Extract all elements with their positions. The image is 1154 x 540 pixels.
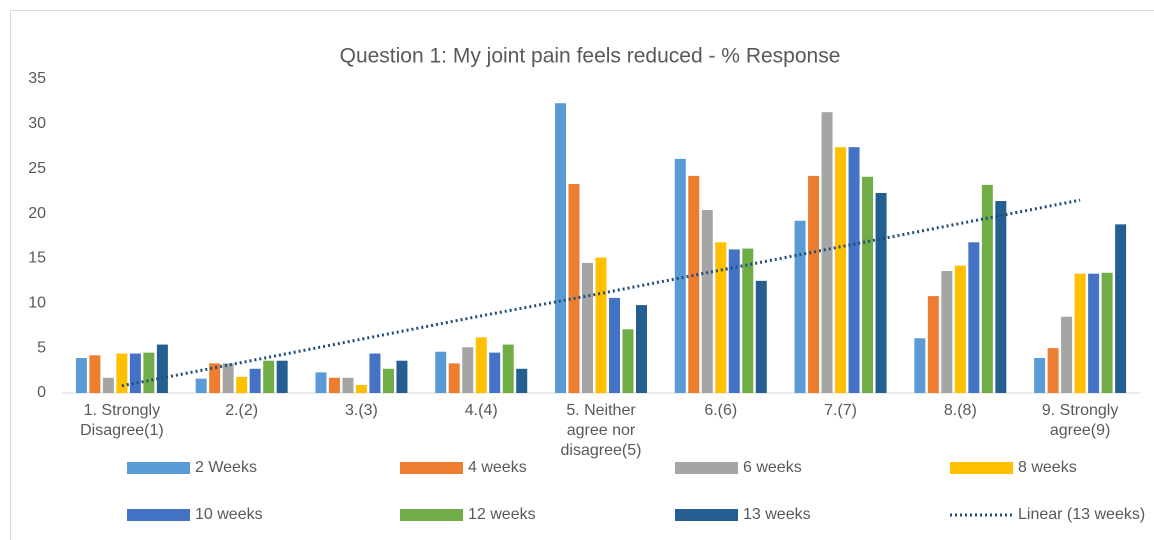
legend-swatch — [127, 509, 190, 521]
legend-label: 2 Weeks — [195, 459, 257, 476]
bar — [728, 249, 740, 393]
x-tick-label: 3.(3) — [344, 402, 378, 419]
legend-swatch — [400, 509, 463, 521]
chart-border — [10, 10, 1154, 540]
bar — [609, 297, 620, 393]
bar — [129, 353, 141, 393]
bar — [462, 347, 474, 393]
bar — [276, 360, 288, 393]
bar — [927, 296, 939, 393]
bar — [89, 355, 101, 393]
bar — [835, 147, 847, 393]
bar — [249, 368, 261, 393]
bar — [195, 378, 207, 393]
bar — [315, 372, 327, 393]
bar — [75, 358, 87, 393]
bar — [701, 209, 713, 393]
x-tick-label: 8.(8) — [943, 402, 977, 419]
y-tick-label: 35 — [28, 70, 46, 87]
y-tick-label: 25 — [28, 160, 46, 177]
bar — [636, 305, 647, 393]
bar — [328, 377, 340, 393]
x-tick-label: 7.(7) — [824, 402, 857, 419]
bar — [862, 176, 874, 393]
bar — [555, 103, 566, 394]
bar — [342, 377, 354, 393]
legend-label: 10 weeks — [195, 506, 263, 523]
bar — [914, 338, 926, 393]
bar — [755, 280, 767, 393]
bar — [1115, 224, 1127, 393]
bar — [156, 344, 168, 393]
legend-label: 6 weeks — [743, 459, 802, 476]
legend-swatch — [675, 462, 738, 474]
bar — [502, 344, 514, 393]
legend-label: 13 weeks — [743, 506, 811, 523]
bar — [674, 158, 686, 393]
bar — [209, 363, 221, 393]
bar — [742, 248, 754, 393]
bar — [875, 192, 887, 393]
y-tick-label: 20 — [28, 205, 46, 222]
bar — [516, 368, 528, 393]
chart-title: Question 1: My joint pain feels reduced … — [340, 45, 841, 68]
bar — [715, 242, 727, 393]
bar — [954, 265, 966, 393]
bar — [568, 183, 580, 393]
bar — [1088, 273, 1100, 393]
x-tick-label: 4.(4) — [464, 402, 498, 419]
bar — [968, 242, 980, 393]
bar — [222, 363, 234, 393]
y-tick-label: 15 — [28, 250, 46, 267]
bar — [263, 360, 275, 393]
bar — [848, 147, 860, 393]
bar — [143, 352, 155, 393]
bar — [1101, 272, 1113, 393]
legend-label: 8 weeks — [1018, 459, 1077, 476]
bar — [688, 175, 700, 393]
legend-label: Linear (13 weeks) — [1018, 506, 1145, 523]
bar — [396, 360, 408, 393]
bar — [821, 112, 833, 394]
bar — [808, 175, 820, 393]
bar — [981, 184, 993, 393]
x-tick-label: 5. Neither agree nor disagree(5) — [560, 402, 642, 459]
legend-swatch — [127, 462, 190, 474]
legend-swatch — [675, 509, 738, 521]
bar — [435, 351, 447, 393]
bar — [236, 376, 248, 393]
bar — [622, 329, 634, 393]
x-tick-label: 6.(6) — [704, 402, 738, 419]
bar — [382, 368, 394, 393]
bar — [582, 262, 593, 393]
bar — [995, 201, 1007, 393]
y-tick-label: 0 — [37, 384, 46, 401]
bar — [595, 257, 607, 393]
y-tick-label: 10 — [28, 295, 46, 312]
bar — [1074, 273, 1086, 393]
bar — [489, 352, 501, 393]
bar — [475, 337, 487, 393]
legend-label: 4 weeks — [468, 459, 527, 476]
bar — [1034, 358, 1046, 393]
bar — [794, 220, 806, 393]
bar — [102, 377, 114, 393]
bar — [1047, 348, 1059, 393]
legend-swatch — [950, 462, 1013, 474]
x-tick-label: 1. Strongly Disagree(1) — [80, 402, 164, 439]
legend-label: 12 weeks — [468, 506, 536, 523]
bar — [355, 384, 367, 393]
bar — [1061, 316, 1073, 393]
x-tick-label: 9. Strongly agree(9) — [1041, 402, 1119, 439]
x-tick-label: 2.(2) — [225, 402, 259, 419]
y-tick-label: 5 — [37, 339, 46, 356]
bar — [448, 363, 460, 393]
bar — [941, 270, 953, 393]
legend-swatch — [400, 462, 463, 474]
y-tick-label: 30 — [28, 115, 46, 132]
bar — [369, 353, 381, 393]
bar — [116, 353, 128, 393]
